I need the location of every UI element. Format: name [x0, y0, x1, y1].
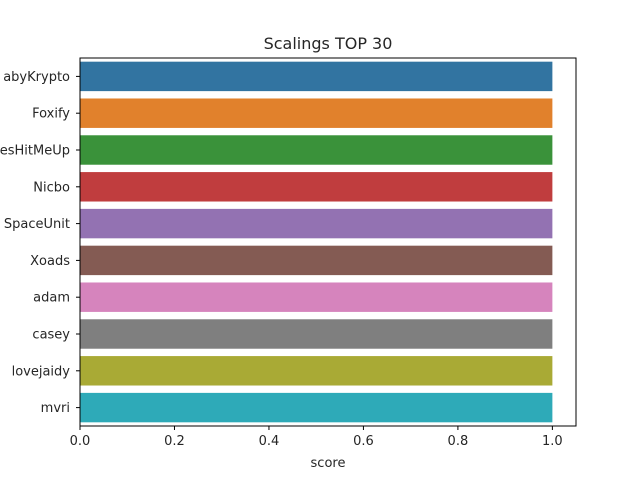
y-tick-label: mvri — [41, 401, 70, 416]
bar-foxify — [80, 98, 553, 128]
bar-guyshitmeup — [80, 135, 553, 165]
bar-lovejaidy — [80, 356, 553, 386]
x-tick-label: 0.4 — [259, 434, 280, 449]
y-tick-label: lovejaidy — [12, 364, 71, 379]
plot-frame — [79, 57, 577, 427]
x-tick-label: 1.0 — [542, 434, 563, 449]
y-tick-label: Nicbo — [33, 180, 70, 195]
y-tick-label: adam — [33, 291, 70, 306]
y-tick-label: Xoads — [30, 254, 70, 269]
y-tick-label: Foxify — [32, 107, 70, 122]
y-tick-label: casey — [32, 328, 70, 343]
x-tick-label: 0.6 — [353, 434, 374, 449]
x-tick-label: 0.8 — [448, 434, 469, 449]
bar-spaceunit — [80, 208, 553, 239]
chart-title: Scalings TOP 30 — [264, 34, 393, 53]
y-axis-ticks: abyKrypto Foxify esHitMeUp Nicbo SpaceUnit Xo… — [0, 70, 80, 416]
x-tick-label: 0.2 — [164, 434, 185, 449]
y-tick-label: SpaceUnit — [4, 217, 70, 232]
bar-xoads — [80, 245, 553, 276]
bar-nicbo — [80, 172, 553, 202]
bar-adam — [80, 282, 553, 312]
x-tick-label: 0.0 — [70, 434, 91, 449]
y-tick-label: abyKrypto — [3, 70, 70, 85]
x-axis-ticks: 0.0 0.2 0.4 0.6 0.8 1.0 — [70, 426, 563, 449]
x-axis-label: score — [311, 456, 346, 471]
bar-babykrypto — [80, 61, 553, 92]
y-tick-label: esHitMeUp — [0, 144, 70, 159]
bar-mvri — [80, 392, 553, 423]
bar-casey — [80, 319, 553, 349]
bars-group — [80, 61, 553, 423]
